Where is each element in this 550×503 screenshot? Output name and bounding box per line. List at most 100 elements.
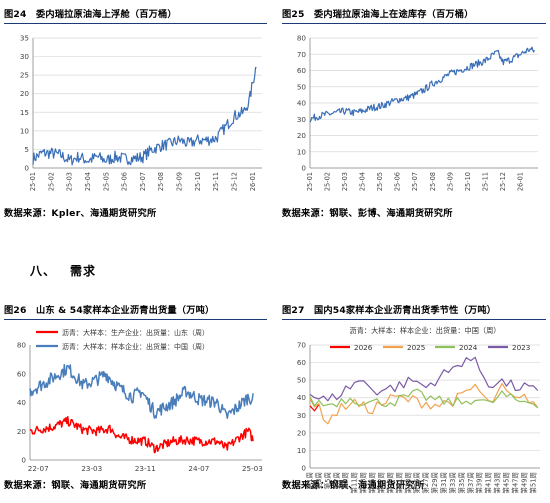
chart1-xtick-label-8: 25-09 (176, 172, 184, 191)
chart4-xtick-label-4: 第9周 (341, 472, 350, 489)
chart4-legend-label-3: 2023 (512, 343, 530, 352)
chart2-xtick-label-8: 25-09 (446, 172, 454, 191)
chart4-xtick-label-18: 第37周 (466, 472, 475, 494)
chart1-xtick-label-3: 25-04 (84, 172, 92, 191)
chart4-series-line-2023 (309, 356, 539, 402)
chart4-xtick-label-2: 第5周 (323, 472, 332, 489)
chart4-title-rule (282, 319, 546, 320)
chart3-ytick-label-0: 0 (21, 456, 26, 465)
chart1-ytick-label-4: 20 (20, 89, 30, 98)
chart4-series-line-2025 (309, 382, 539, 425)
chart2-ytick-label-7: 70 (297, 50, 307, 59)
chart1-xtick-label-11: 25-12 (231, 172, 239, 191)
chart1-xtick-label-5: 25-06 (121, 172, 129, 191)
chart1-xtick-label-0: 25-01 (29, 172, 37, 191)
chart2-xtick-label-2: 25-03 (341, 172, 349, 191)
chart3-xtick-label-0: 22-07 (28, 464, 49, 473)
chart1-series-line-0 (32, 66, 257, 166)
chart2-ytick-label-0: 0 (301, 164, 306, 173)
chart2-series-line-0 (309, 46, 536, 123)
chart1-ytick-label-0: 0 (24, 164, 29, 173)
chart2-xtick-label-10: 25-11 (481, 172, 489, 191)
chart1-xtick-label-9: 25-10 (194, 172, 202, 191)
chart2-source: 数据来源：钢联、彭博、海通期货研究所 (282, 208, 453, 219)
chart2-ytick-label-3: 30 (297, 115, 307, 124)
chart4-ytick-label-5: 50 (297, 376, 307, 385)
chart3-series-line-沥青：大样本：生产企业：出货量：山东（周） (29, 415, 254, 454)
chart4-xtick-label-13: 第27周 (421, 472, 430, 494)
chart2-ytick-label-4: 40 (297, 99, 307, 108)
chart1-ytick-label-6: 30 (20, 52, 30, 61)
chart4-xtick-label-24: 第49周 (519, 472, 528, 494)
chart4-source: 数据来源：钢联、海通期货研究所 (282, 480, 425, 491)
chart1-xtick-label-1: 25-02 (47, 172, 55, 191)
chart4-xtick-label-15: 第31周 (439, 472, 448, 494)
chart4-ytick-label-0: 0 (301, 464, 306, 473)
chart4-subtitle: 沥青：大样本：样本企业：出货量：中国（周） (350, 326, 501, 335)
chart2-xtick-label-3: 25-04 (359, 172, 367, 191)
chart1-ytick-label-3: 15 (20, 108, 29, 117)
chart3-xtick-label-3: 24-07 (188, 464, 209, 473)
chart3-xtick-label-4: 25-03 (242, 464, 263, 473)
chart1-xtick-label-7: 25-08 (157, 172, 165, 191)
chart4-xtick-label-25: 第51周 (528, 472, 537, 494)
chart4-ytick-label-7: 70 (297, 341, 307, 350)
section-number: 八、 (30, 264, 57, 278)
chart4-ytick-label-1: 10 (297, 446, 307, 455)
chart4-xtick-label-1: 第3周 (314, 472, 323, 489)
chart4-xtick-label-8: 第17周 (376, 472, 385, 494)
chart2-title: 图25 委内瑞拉原油海上在途库存（百万桶） (282, 9, 474, 20)
chart2-xtick-label-0: 25-01 (306, 172, 314, 191)
chart4-xtick-label-7: 第15周 (368, 472, 377, 494)
chart4-xtick-label-20: 第41周 (484, 472, 493, 494)
chart1-ytick-label-2: 10 (20, 126, 30, 135)
chart4-xtick-label-17: 第35周 (457, 472, 466, 494)
chart1-xtick-label-4: 25-05 (102, 172, 110, 191)
chart2-title-rule (282, 23, 546, 24)
chart3-source: 数据来源：钢联、海通期货研究所 (4, 480, 147, 491)
chart4-xtick-label-9: 第19周 (385, 472, 394, 494)
chart4-xtick-label-14: 第29周 (430, 472, 439, 494)
chart4-xtick-label-3: 第7周 (332, 472, 341, 489)
chart3-xtick-label-2: 23-11 (135, 464, 156, 473)
chart3-title: 图26 山东 & 54家样本企业沥青出货量（万吨） (4, 305, 215, 316)
chart3-ytick-label-2: 40 (17, 398, 27, 407)
chart1-title: 图24 委内瑞拉原油海上浮舱（百万桶） (4, 9, 177, 20)
chart3-ytick-label-4: 80 (17, 341, 27, 350)
chart3-ytick-label-3: 60 (17, 369, 27, 378)
chart4-xtick-label-5: 第11周 (350, 472, 359, 494)
chart2-xtick-label-7: 25-08 (429, 172, 437, 191)
chart1-xtick-label-10: 25-11 (212, 172, 220, 191)
chart4-legend-label-0: 2026 (354, 343, 373, 352)
chart1-ytick-label-1: 5 (24, 145, 29, 154)
chart4-legend-label-1: 2025 (407, 343, 425, 352)
chart4-xtick-label-21: 第43周 (493, 472, 502, 494)
chart2-xtick-label-6: 25-07 (411, 172, 419, 191)
chart2-ytick-label-1: 10 (297, 147, 307, 156)
chart4-ytick-label-2: 20 (297, 428, 307, 437)
chart3-legend-label-1: 沥青：大样本：样本企业：出货量：中国（周） (62, 342, 209, 351)
chart3-legend-label-0: 沥青：大样本：生产企业：出货量：山东（周） (62, 328, 209, 337)
chart1-xtick-label-12: 26-01 (249, 172, 257, 191)
section-heading: 八、 需求 (30, 262, 96, 279)
chart3-ytick-label-1: 20 (17, 427, 27, 436)
chart1-xtick-label-2: 25-03 (66, 172, 74, 191)
chart4-title: 图27 国内54家样本企业沥青出货季节性（万吨） (282, 305, 497, 316)
chart4-series-line-2026 (309, 404, 320, 412)
chart4-ytick-label-3: 30 (297, 411, 307, 420)
chart4-series-line-2024 (309, 388, 539, 409)
chart1-ytick-label-7: 35 (20, 34, 29, 43)
chart3-title-rule (4, 319, 267, 320)
chart4-xtick-label-11: 第23周 (403, 472, 412, 494)
section-title: 需求 (70, 264, 97, 278)
chart2-xtick-label-11: 25-12 (499, 172, 507, 191)
chart2-xtick-label-5: 25-06 (394, 172, 402, 191)
chart4-xtick-label-16: 第33周 (448, 472, 457, 494)
chart2-xtick-label-9: 25-10 (464, 172, 472, 191)
chart1-xtick-label-6: 25-07 (139, 172, 147, 191)
chart4-xtick-label-10: 第21周 (394, 472, 403, 494)
chart4-xtick-label-12: 第25周 (412, 472, 421, 494)
chart4-xtick-label-0: 第1周 (305, 472, 314, 489)
chart4-xtick-label-19: 第39周 (475, 472, 484, 494)
